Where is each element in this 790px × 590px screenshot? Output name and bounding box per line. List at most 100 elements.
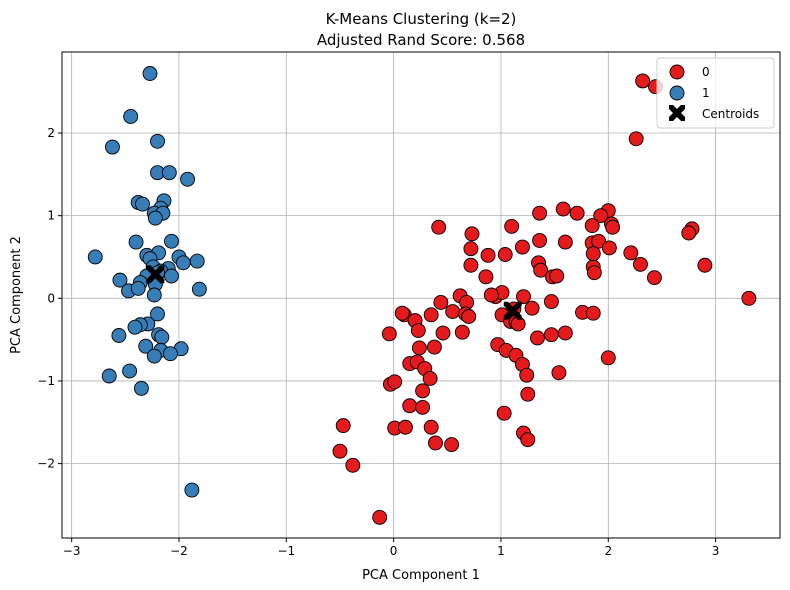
data-point-cluster-0 bbox=[428, 435, 443, 451]
data-point-cluster-0 bbox=[381, 326, 397, 342]
data-point-cluster-0 bbox=[628, 131, 644, 147]
data-point-cluster-0 bbox=[461, 309, 477, 324]
data-point-cluster-0 bbox=[532, 232, 548, 248]
x-tick-label: 3 bbox=[712, 544, 720, 558]
data-point-cluster-1 bbox=[142, 66, 158, 81]
centroid-marker bbox=[146, 265, 165, 284]
data-point-cluster-0 bbox=[543, 327, 559, 343]
y-tick-label: 0 bbox=[47, 291, 55, 305]
data-point-cluster-0 bbox=[464, 226, 480, 242]
data-point-cluster-0 bbox=[543, 294, 559, 310]
data-point-cluster-0 bbox=[593, 208, 609, 224]
data-point-cluster-0 bbox=[497, 247, 513, 262]
data-point-cluster-1 bbox=[147, 210, 163, 226]
data-point-cluster-0 bbox=[585, 305, 601, 321]
legend-marker-cluster-1 bbox=[669, 85, 685, 101]
x-tick-label: 1 bbox=[497, 544, 505, 558]
data-point-cluster-0 bbox=[681, 225, 697, 241]
data-point-cluster-0 bbox=[557, 234, 573, 250]
x-tick-label: −3 bbox=[63, 544, 81, 558]
data-point-cluster-0 bbox=[402, 398, 418, 414]
legend-label-cluster-1: 1 bbox=[702, 86, 710, 100]
data-point-cluster-0 bbox=[623, 245, 639, 261]
data-point-cluster-0 bbox=[332, 443, 348, 459]
data-point-cluster-0 bbox=[601, 240, 617, 256]
data-point-cluster-0 bbox=[423, 307, 439, 323]
chart-title: K-Means Clustering (k=2) bbox=[326, 10, 517, 28]
data-point-cluster-0 bbox=[569, 205, 585, 221]
data-point-cluster-0 bbox=[415, 383, 431, 399]
data-point-cluster-0 bbox=[519, 367, 535, 383]
data-point-cluster-0 bbox=[555, 201, 571, 217]
data-point-cluster-1 bbox=[87, 249, 103, 265]
data-point-cluster-1 bbox=[101, 368, 117, 384]
data-point-cluster-0 bbox=[433, 294, 449, 310]
data-point-cluster-0 bbox=[741, 290, 757, 306]
data-point-cluster-0 bbox=[591, 233, 607, 249]
data-point-cluster-1 bbox=[150, 133, 165, 149]
data-point-cluster-1 bbox=[175, 255, 191, 271]
data-point-cluster-0 bbox=[524, 300, 540, 316]
data-point-cluster-1 bbox=[184, 482, 200, 498]
data-point-cluster-0 bbox=[633, 256, 648, 272]
series-1 bbox=[87, 66, 207, 498]
axis-ticks: −3 −2 −1 0 1 2 3 −2 −1 0 1 2 bbox=[37, 126, 719, 558]
y-axis-label: PCA Component 2 bbox=[9, 236, 24, 354]
data-point-cluster-0 bbox=[516, 289, 531, 305]
data-point-cluster-1 bbox=[123, 109, 139, 124]
data-point-cluster-1 bbox=[162, 346, 178, 362]
y-tick-label: 1 bbox=[47, 209, 55, 223]
data-point-cluster-1 bbox=[122, 363, 138, 379]
data-point-cluster-0 bbox=[646, 270, 662, 286]
legend-marker-cluster-0 bbox=[669, 64, 685, 80]
data-point-cluster-0 bbox=[557, 325, 573, 341]
data-point-cluster-0 bbox=[635, 73, 651, 89]
data-point-cluster-0 bbox=[394, 305, 410, 321]
y-tick-label: 2 bbox=[47, 126, 55, 140]
data-point-cluster-1 bbox=[127, 319, 143, 335]
data-point-cluster-0 bbox=[426, 339, 442, 355]
centroid-marker bbox=[503, 301, 522, 320]
data-point-cluster-1 bbox=[146, 348, 162, 364]
data-point-cluster-1 bbox=[133, 380, 149, 396]
data-point-cluster-0 bbox=[478, 269, 494, 285]
data-point-cluster-0 bbox=[411, 340, 427, 356]
data-point-cluster-1 bbox=[150, 306, 165, 322]
data-point-cluster-0 bbox=[372, 509, 388, 525]
data-point-cluster-1 bbox=[128, 234, 144, 250]
data-point-cluster-0 bbox=[431, 219, 447, 235]
data-point-cluster-0 bbox=[335, 418, 351, 434]
y-tick-label: −1 bbox=[37, 374, 55, 388]
data-point-cluster-0 bbox=[697, 257, 713, 273]
legend: 0 1 Centroids bbox=[656, 57, 775, 129]
legend-label-centroids: Centroids bbox=[702, 107, 759, 121]
x-tick-label: −1 bbox=[277, 544, 295, 558]
data-point-cluster-0 bbox=[551, 365, 567, 381]
x-tick-label: 2 bbox=[604, 544, 612, 558]
data-point-cluster-0 bbox=[586, 265, 602, 281]
data-point-cluster-0 bbox=[454, 324, 470, 340]
data-point-cluster-0 bbox=[463, 241, 479, 257]
data-point-cluster-1 bbox=[112, 272, 128, 288]
data-point-cluster-0 bbox=[483, 287, 499, 303]
grid bbox=[62, 52, 780, 538]
data-point-cluster-0 bbox=[514, 239, 530, 255]
data-point-cluster-0 bbox=[532, 205, 548, 221]
data-point-cluster-0 bbox=[445, 304, 461, 319]
data-point-cluster-0 bbox=[496, 405, 512, 421]
data-point-cluster-0 bbox=[600, 350, 616, 366]
data-point-cluster-1 bbox=[189, 253, 205, 269]
plot-area-frame bbox=[61, 51, 781, 539]
data-point-cluster-0 bbox=[520, 386, 536, 402]
data-point-cluster-0 bbox=[529, 330, 545, 346]
data-point-cluster-1 bbox=[164, 233, 179, 249]
data-point-cluster-1 bbox=[180, 171, 196, 187]
data-point-cluster-1 bbox=[191, 281, 207, 297]
x-tick-label: −2 bbox=[170, 544, 188, 558]
data-point-cluster-1 bbox=[154, 329, 170, 345]
data-point-cluster-0 bbox=[345, 457, 361, 473]
data-point-cluster-0 bbox=[387, 374, 403, 390]
data-point-cluster-0 bbox=[415, 399, 431, 415]
data-point-cluster-1 bbox=[146, 287, 162, 303]
